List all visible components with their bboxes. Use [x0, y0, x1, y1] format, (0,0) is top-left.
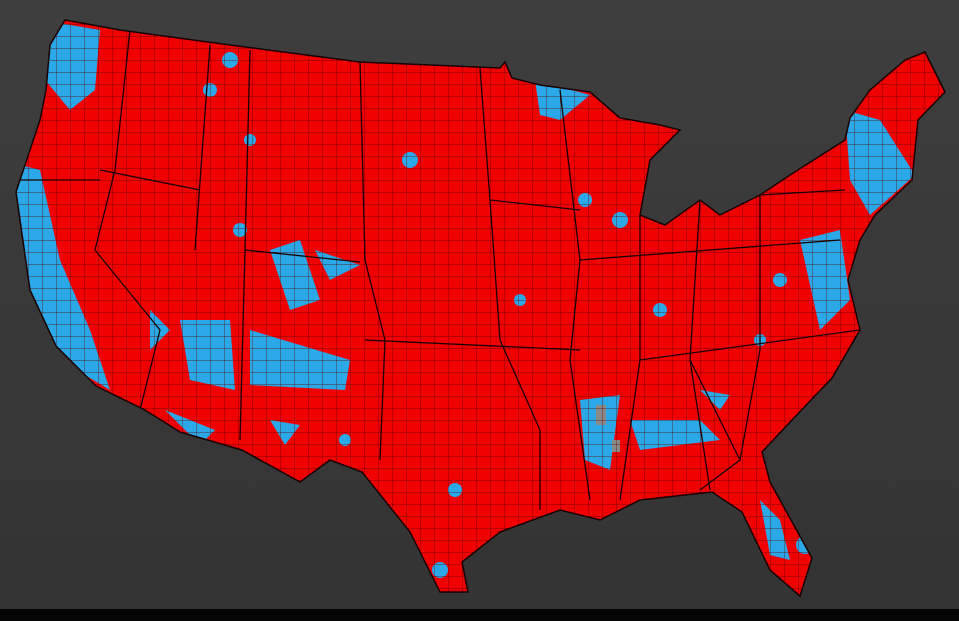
- bottom-strip: [0, 609, 959, 621]
- state-borders: [20, 29, 861, 510]
